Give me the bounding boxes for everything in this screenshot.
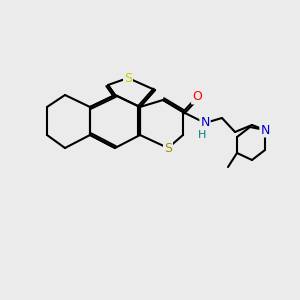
Text: O: O — [192, 91, 202, 103]
Text: S: S — [164, 142, 172, 154]
Text: H: H — [198, 130, 206, 140]
Text: N: N — [200, 116, 210, 130]
Text: S: S — [124, 71, 132, 85]
Text: N: N — [260, 124, 270, 136]
